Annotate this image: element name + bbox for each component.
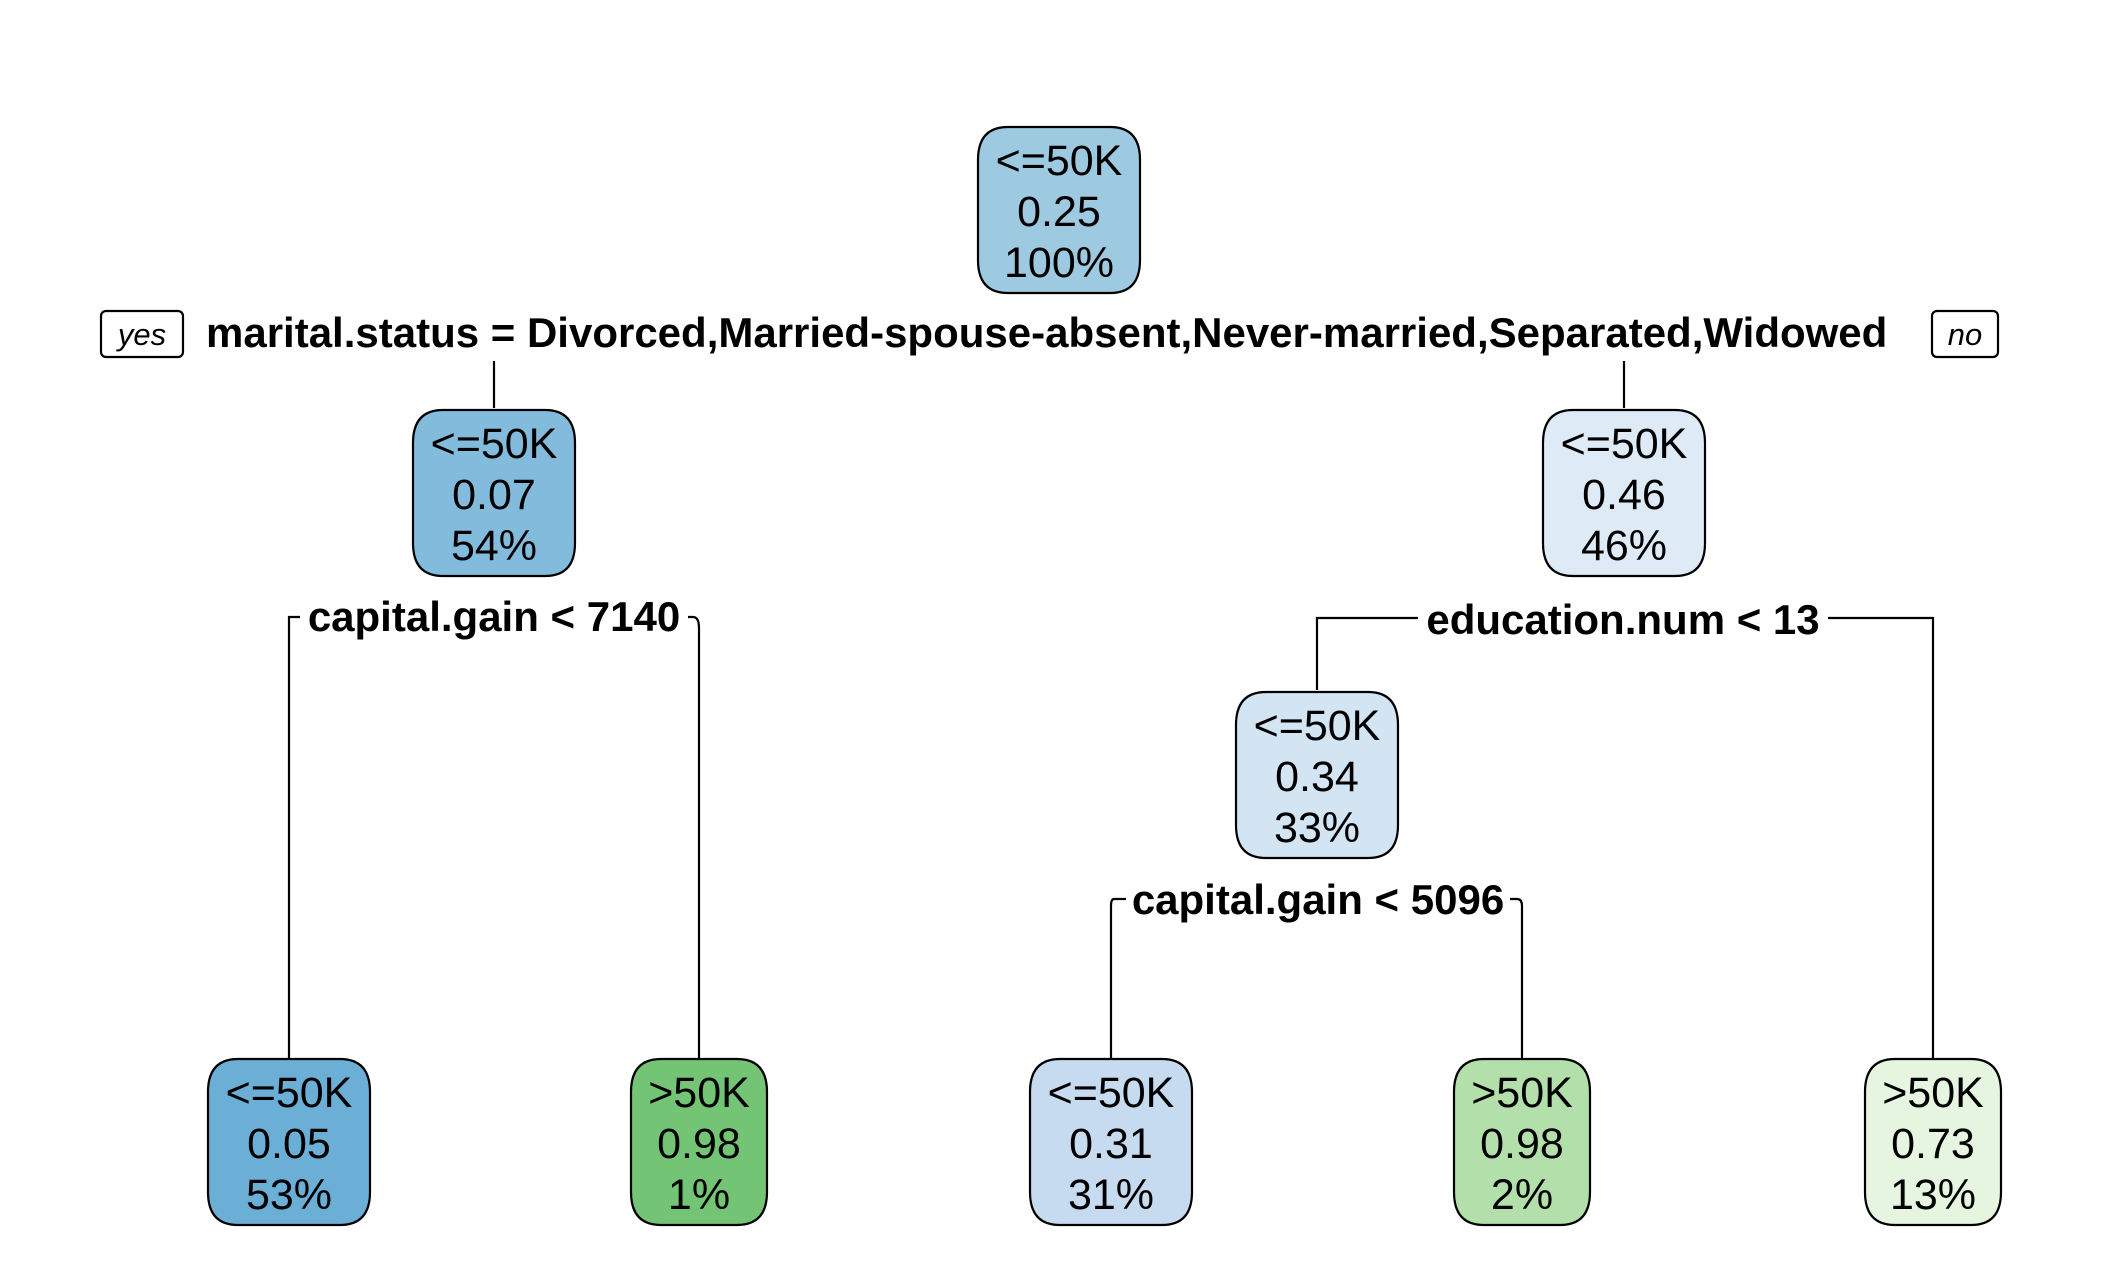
tree-nodes: <=50K0.25100%<=50K0.0754%<=50K0.4646%<=5… <box>206 125 2003 1227</box>
edge-n6-right <box>1510 897 1524 1058</box>
yes-legend: yes <box>99 309 185 359</box>
split-label-capital-gain-7140: capital.gain < 7140 <box>308 593 680 640</box>
node-box <box>629 1057 769 1227</box>
node-box <box>206 1057 372 1227</box>
node-percent: 1% <box>668 1171 730 1219</box>
yes-legend-box <box>99 309 185 359</box>
node-class-label: >50K <box>1471 1069 1573 1117</box>
node-class-label: >50K <box>648 1069 750 1117</box>
node-percent: 13% <box>1890 1171 1976 1219</box>
node-probability: 0.25 <box>1017 188 1101 236</box>
node-percent: 54% <box>451 522 537 570</box>
node-box <box>1863 1057 2003 1227</box>
node-box <box>1234 690 1400 860</box>
no-legend-label: no <box>1948 317 1982 352</box>
node-percent: 53% <box>246 1171 332 1219</box>
no-legend: no <box>1930 309 2000 359</box>
node-percent: 100% <box>1004 239 1114 287</box>
node-box <box>1452 1057 1592 1227</box>
split-label-capital-gain-5096: capital.gain < 5096 <box>1132 876 1504 923</box>
node-probability: 0.05 <box>247 1120 331 1168</box>
node-class-label: >50K <box>1882 1069 1984 1117</box>
node-box <box>411 408 577 578</box>
node-box <box>1541 408 1707 578</box>
node-class-label: <=50K <box>1048 1069 1175 1117</box>
node-probability: 0.07 <box>452 471 536 519</box>
node-class-label: <=50K <box>1561 420 1688 468</box>
split-label-marital-status: marital.status = Divorced,Married-spouse… <box>206 309 1887 356</box>
node-box <box>1028 1057 1194 1227</box>
node-class-label: <=50K <box>1254 702 1381 750</box>
no-legend-box <box>1930 309 2000 359</box>
node-class-label: <=50K <box>431 420 558 468</box>
split-label-education-num: education.num < 13 <box>1426 596 1819 643</box>
node-probability: 0.46 <box>1582 471 1666 519</box>
split-labels: marital.status = Divorced,Married-spouse… <box>206 309 1887 923</box>
edge-n2-left <box>287 615 300 1058</box>
node-box <box>976 125 1142 295</box>
node-percent: 2% <box>1491 1171 1553 1219</box>
node-percent: 46% <box>1581 522 1667 570</box>
yes-legend-label: yes <box>116 317 166 352</box>
node-probability: 0.34 <box>1275 753 1359 801</box>
edge-n2-right <box>688 615 701 1058</box>
node-probability: 0.98 <box>657 1120 741 1168</box>
node-probability: 0.98 <box>1480 1120 1564 1168</box>
node-class-label: <=50K <box>226 1069 353 1117</box>
edge-n3-left <box>1315 616 1418 690</box>
tree-edges <box>287 361 1935 1058</box>
node-probability: 0.31 <box>1069 1120 1153 1168</box>
node-percent: 31% <box>1068 1171 1154 1219</box>
node-class-label: <=50K <box>996 137 1123 185</box>
node-probability: 0.73 <box>1891 1120 1975 1168</box>
node-percent: 33% <box>1274 804 1360 852</box>
edge-n6-left <box>1109 897 1126 1058</box>
edge-n3-right <box>1828 616 1935 1058</box>
